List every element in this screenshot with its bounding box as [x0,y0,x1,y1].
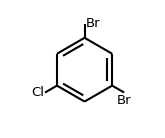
Text: Br: Br [86,18,100,30]
Text: Cl: Cl [31,86,44,99]
Text: Br: Br [117,94,132,107]
